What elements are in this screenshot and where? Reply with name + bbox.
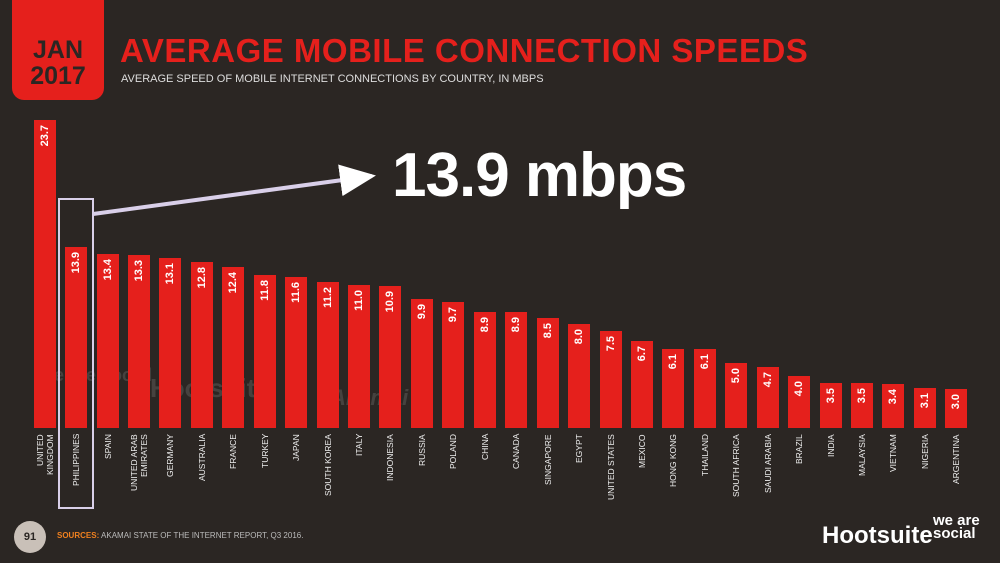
bar: 7.5 — [599, 330, 622, 428]
bar: 13.4 — [96, 253, 119, 428]
bar: 9.9 — [410, 299, 433, 428]
bar: 11.0 — [348, 285, 371, 428]
chart-subtitle: AVERAGE SPEED OF MOBILE INTERNET CONNECT… — [121, 73, 544, 85]
date-year: 2017 — [30, 62, 86, 90]
bar: 11.2 — [316, 282, 339, 428]
bar: 3.4 — [882, 383, 905, 428]
sources: SOURCES: AKAMAI STATE OF THE INTERNET RE… — [57, 531, 303, 540]
logo-hootsuite: Hootsuite — [822, 522, 933, 549]
bar: 3.0 — [945, 389, 968, 428]
bar: 8.9 — [505, 312, 528, 428]
bar: 3.5 — [819, 382, 842, 428]
highlight-box — [58, 198, 95, 509]
logo-we-are-social: we are social — [933, 512, 980, 542]
bar: 13.9 — [65, 247, 88, 428]
bar: 10.9 — [379, 286, 402, 428]
bar: 9.7 — [442, 301, 465, 428]
page-number: 91 — [14, 521, 46, 553]
bar: 6.1 — [693, 348, 716, 428]
bar: 5.0 — [725, 363, 748, 428]
bar: 13.3 — [128, 255, 151, 428]
date-badge: JAN 2017 — [12, 0, 104, 100]
bar: 12.8 — [190, 261, 213, 428]
date-month: JAN — [32, 36, 83, 64]
bar: 13.1 — [159, 257, 182, 428]
sources-label: SOURCES: — [57, 531, 100, 540]
bar: 3.5 — [850, 382, 873, 428]
bar: 8.9 — [473, 312, 496, 428]
bar: 11.8 — [253, 274, 276, 428]
bar: 4.0 — [788, 376, 811, 428]
bar: 3.1 — [913, 387, 936, 428]
annotation: 13.9 mbps — [392, 141, 687, 210]
bar: 11.6 — [285, 277, 308, 428]
bar: 12.4 — [222, 266, 245, 428]
bar: 23.7 — [33, 120, 56, 428]
chart-title: AVERAGE MOBILE CONNECTION SPEEDS — [120, 32, 809, 69]
bar: 6.1 — [662, 348, 685, 428]
sources-text: AKAMAI STATE OF THE INTERNET REPORT, Q3 … — [101, 531, 304, 540]
bar: 6.7 — [630, 340, 653, 428]
bar: 4.7 — [756, 366, 779, 428]
bar: 8.0 — [568, 324, 591, 428]
bar: 8.5 — [536, 317, 559, 428]
